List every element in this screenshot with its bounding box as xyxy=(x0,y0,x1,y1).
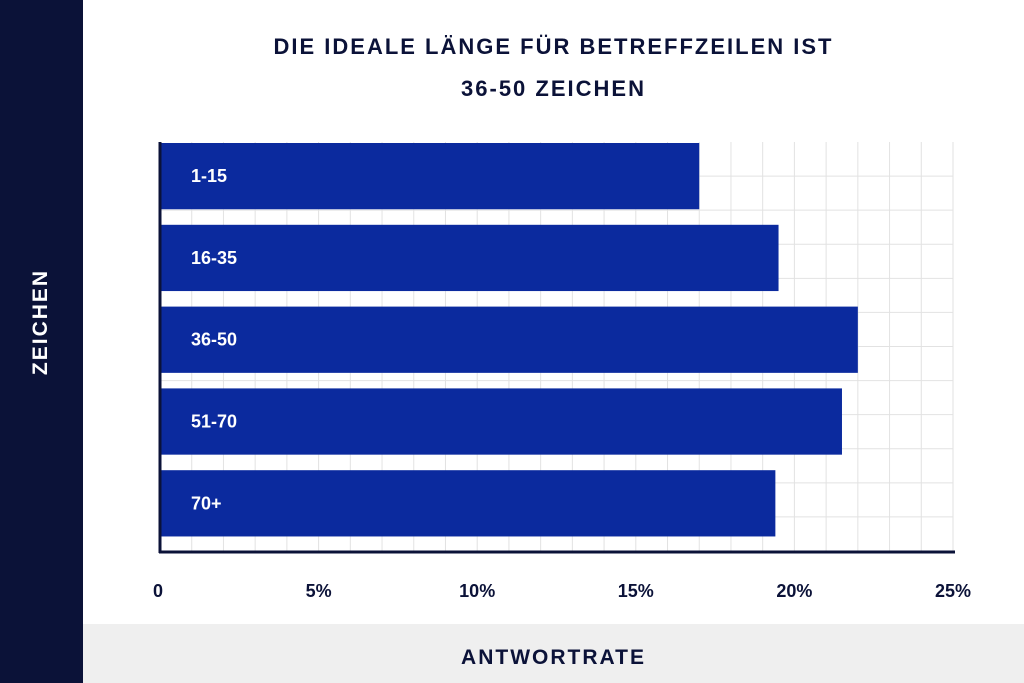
bar-label: 51-70 xyxy=(191,412,237,432)
bar-16-35 xyxy=(160,224,779,292)
chart-title: DIE IDEALE LÄNGE FÜR BETREFFZEILEN IST 3… xyxy=(83,26,1024,110)
bar-36-50 xyxy=(160,306,858,373)
x-axis-label: ANTWORTRATE xyxy=(461,646,646,669)
bar-label: 70+ xyxy=(191,493,222,513)
bar-70+ xyxy=(160,470,776,537)
x-tick-label: 15% xyxy=(618,581,654,601)
bar-label: 36-50 xyxy=(191,330,237,350)
x-tick-label: 25% xyxy=(935,581,971,601)
bar-label: 16-35 xyxy=(191,248,237,268)
chart-title-line-2: 36-50 ZEICHEN xyxy=(461,76,646,101)
x-tick-label: 0 xyxy=(153,581,163,601)
bar-51-70 xyxy=(160,388,842,455)
bar-label: 1-15 xyxy=(191,166,227,186)
side-band xyxy=(0,0,83,683)
x-tick-label: 5% xyxy=(306,581,332,601)
x-tick-label: 20% xyxy=(776,581,812,601)
footer-band xyxy=(83,624,1024,683)
x-tick-label: 10% xyxy=(459,581,495,601)
bar-1-15 xyxy=(160,143,700,210)
chart-title-line-1: DIE IDEALE LÄNGE FÜR BETREFFZEILEN IST xyxy=(273,34,834,59)
